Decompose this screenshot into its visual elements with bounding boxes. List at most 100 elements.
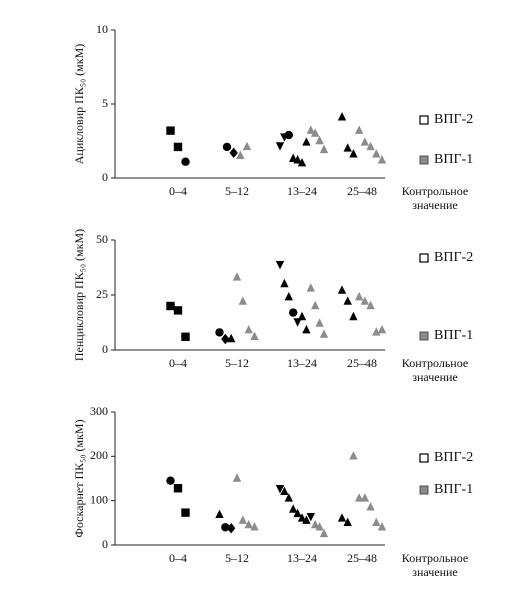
- point: [250, 331, 259, 340]
- point: [372, 327, 381, 336]
- point: [315, 135, 324, 145]
- legend-marker: [419, 155, 429, 165]
- point: [366, 141, 375, 151]
- point: [293, 318, 302, 327]
- point: [349, 311, 358, 321]
- point: [215, 328, 224, 337]
- point: [377, 325, 387, 334]
- legend-label: ВПГ-1: [434, 482, 473, 497]
- point: [275, 261, 285, 270]
- point: [343, 296, 352, 305]
- point: [293, 508, 302, 518]
- point: [221, 523, 230, 532]
- point: [238, 296, 248, 305]
- point: [306, 512, 315, 522]
- point: [297, 513, 307, 522]
- point: [250, 522, 259, 531]
- point: [181, 508, 190, 517]
- x-tick-label: 5–12: [225, 184, 249, 198]
- point: [306, 283, 315, 292]
- legend-label: ВПГ-2: [434, 250, 473, 265]
- x-tick-label: 25–48: [347, 356, 377, 370]
- point: [372, 517, 381, 527]
- point: [366, 300, 375, 310]
- x-tick-label: 25–48: [347, 184, 377, 198]
- point: [372, 149, 381, 158]
- x-tick-label: 13–24: [287, 184, 317, 198]
- y-axis-label: Фоскарнет ПК₅₀ (мкМ): [72, 419, 86, 537]
- point: [360, 296, 370, 305]
- point: [242, 141, 252, 151]
- point: [315, 522, 324, 531]
- legend-label: ВПГ-2: [434, 112, 473, 127]
- point: [289, 504, 298, 513]
- point: [222, 142, 232, 152]
- point: [377, 522, 387, 531]
- point: [297, 311, 307, 321]
- legend-label: ВПГ-1: [434, 152, 473, 167]
- x-tick-label: Контрольное значение: [402, 184, 468, 212]
- point: [311, 300, 320, 310]
- y-tick-label: 0: [102, 170, 108, 184]
- point: [343, 517, 352, 527]
- point: [319, 528, 329, 538]
- point: [302, 325, 311, 334]
- point: [354, 292, 364, 301]
- x-tick-label: 5–12: [225, 551, 249, 565]
- point: [349, 451, 358, 460]
- point: [319, 144, 329, 154]
- point: [166, 126, 175, 135]
- point: [173, 306, 183, 315]
- y-tick-label: 100: [90, 492, 108, 506]
- point: [166, 476, 175, 485]
- point: [306, 125, 315, 134]
- point: [173, 484, 183, 493]
- y-tick-label: 10: [96, 22, 108, 36]
- x-tick-label: Контрольное значение: [402, 356, 468, 384]
- point: [238, 515, 248, 524]
- x-tick-label: Контрольное значение: [402, 551, 468, 579]
- point: [236, 150, 245, 159]
- point: [302, 137, 311, 146]
- point: [244, 325, 253, 334]
- point: [293, 155, 302, 164]
- x-tick-label: 0–4: [169, 184, 187, 198]
- point: [354, 493, 364, 502]
- point: [302, 515, 311, 524]
- point: [181, 332, 190, 341]
- point: [289, 308, 298, 317]
- point: [337, 285, 347, 294]
- y-tick-label: 25: [96, 287, 108, 301]
- point: [244, 519, 253, 529]
- legend-marker: [419, 485, 429, 495]
- y-axis-label: Пенцикловир ПК₅₀ (мкМ): [72, 229, 86, 361]
- point: [166, 301, 175, 311]
- point: [366, 502, 375, 511]
- point: [360, 137, 370, 146]
- point: [315, 318, 324, 327]
- x-tick-label: 5–12: [225, 356, 249, 370]
- point: [284, 292, 293, 301]
- y-tick-label: 5: [102, 96, 108, 110]
- point: [297, 158, 307, 167]
- y-tick-label: 0: [102, 537, 108, 551]
- point: [337, 513, 347, 522]
- point: [173, 142, 183, 152]
- point: [311, 128, 320, 137]
- point: [226, 333, 236, 343]
- point: [349, 149, 358, 158]
- point: [232, 272, 242, 281]
- x-tick-label: 13–24: [287, 551, 317, 565]
- legend-label: ВПГ-1: [434, 328, 473, 343]
- legend-marker: [419, 115, 429, 125]
- point: [354, 125, 364, 134]
- x-tick-label: 13–24: [287, 356, 317, 370]
- point: [226, 522, 236, 534]
- legend-label: ВПГ-2: [434, 450, 473, 465]
- x-tick-label: 25–48: [347, 551, 377, 565]
- point: [280, 486, 289, 495]
- point: [284, 130, 293, 140]
- point: [343, 143, 352, 152]
- point: [360, 493, 370, 502]
